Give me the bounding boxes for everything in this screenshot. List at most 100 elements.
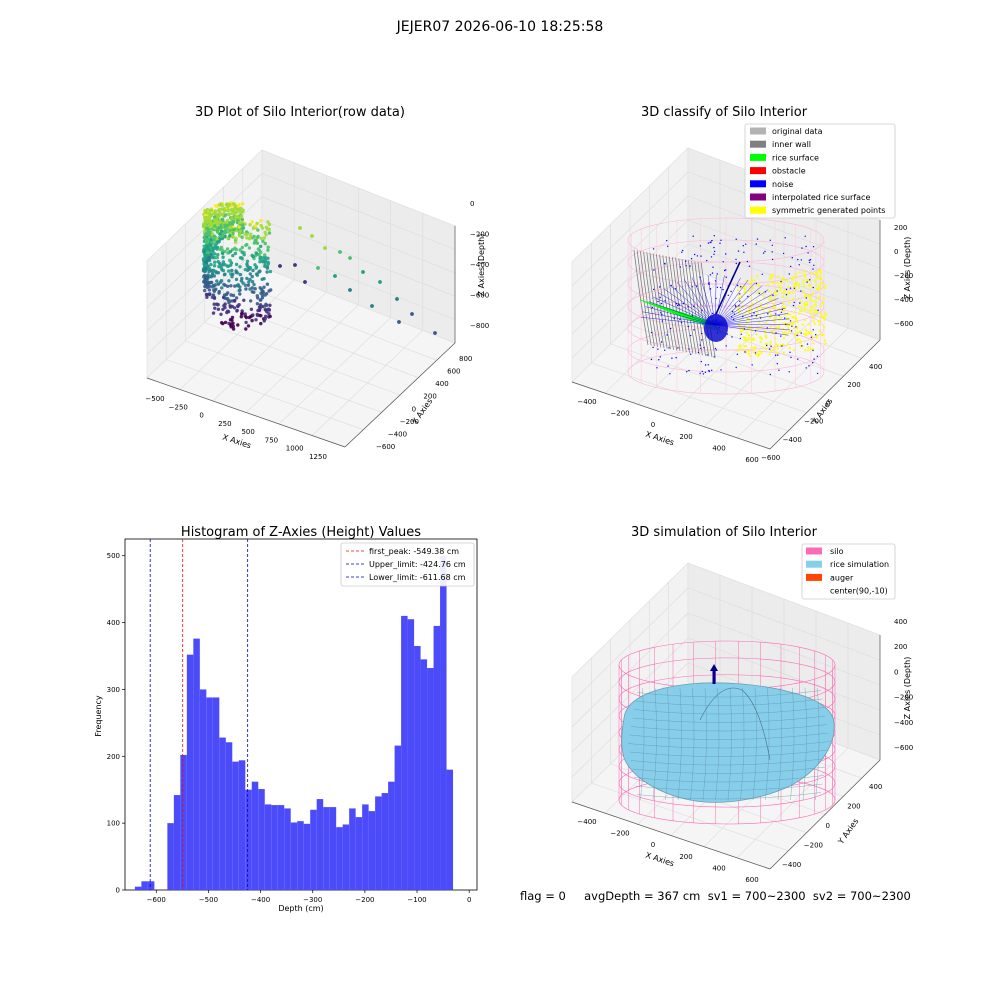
symmetric-point	[783, 290, 786, 293]
raw-point	[268, 269, 273, 274]
raw-point	[221, 321, 225, 326]
raw-point	[278, 264, 282, 268]
raw-point	[232, 202, 236, 206]
classify-legend-label: inner wall	[772, 140, 811, 149]
raw-point	[212, 302, 216, 306]
raw-point	[234, 269, 238, 273]
noise-point	[812, 286, 814, 289]
raw-point	[241, 208, 245, 212]
raw-point	[228, 221, 232, 225]
histogram-bar	[297, 821, 304, 890]
symmetric-point	[792, 297, 795, 301]
raw-point	[208, 225, 212, 229]
noise-point	[685, 265, 687, 267]
symmetric-point	[773, 346, 776, 349]
raw-point	[237, 303, 241, 307]
symmetric-point	[766, 342, 769, 345]
raw-point	[205, 226, 209, 230]
symmetric-point	[813, 322, 816, 325]
noise-point	[661, 313, 663, 316]
raw-point	[230, 207, 234, 212]
noise-point	[669, 327, 672, 330]
raw-point	[266, 248, 270, 252]
raw-point	[212, 295, 217, 300]
symmetric-point	[807, 323, 810, 326]
symmetric-point	[804, 328, 807, 331]
raw-point	[235, 207, 239, 212]
noise-point	[691, 286, 693, 288]
symmetric-point	[818, 278, 822, 281]
raw-point	[254, 318, 258, 322]
raw-point	[233, 240, 238, 244]
raw-point	[213, 306, 217, 310]
symmetric-point	[781, 295, 785, 298]
symmetric-point	[810, 331, 813, 334]
histogram-legend-label: Lower_limit: -611.68 cm	[369, 573, 466, 582]
raw-point	[212, 289, 217, 293]
noise-point	[731, 336, 733, 338]
histogram-bar	[446, 769, 454, 890]
raw-point	[211, 249, 215, 253]
classify-x-axis-label: X Axies	[644, 430, 675, 448]
symmetric-point	[794, 333, 797, 336]
symmetric-point	[820, 304, 823, 307]
symmetric-point	[818, 323, 821, 326]
histogram-y-tick-label: 100	[107, 820, 120, 828]
symmetric-point	[823, 339, 827, 342]
raw-point	[220, 286, 224, 290]
simulation-y-tick-labels: −400 −200 0 200 400	[782, 783, 882, 869]
symmetric-point	[749, 339, 753, 342]
raw-point	[219, 223, 223, 227]
histogram-bar	[258, 789, 265, 890]
classify-legend-label: symmetric generated points	[772, 206, 885, 215]
noise-point	[668, 347, 670, 349]
noise-point	[748, 265, 751, 267]
raw-point	[209, 274, 214, 279]
histogram-bar	[433, 625, 441, 890]
raw-point	[255, 302, 260, 306]
raw-point	[316, 266, 320, 270]
symmetric-point	[738, 344, 741, 347]
noise-point	[682, 302, 684, 305]
symmetric-point	[769, 313, 772, 316]
symmetric-point	[812, 316, 815, 319]
noise-point	[692, 235, 694, 237]
symmetric-point	[813, 312, 816, 315]
noise-point	[801, 247, 803, 249]
noise-point	[800, 290, 802, 292]
raw-x-tick-label: −250	[169, 403, 188, 411]
histogram-y-tick-label: 200	[107, 753, 120, 761]
noise-point	[755, 315, 758, 317]
classify-x-tick-label: −400	[577, 398, 596, 406]
raw-point	[204, 247, 208, 252]
symmetric-point	[807, 284, 810, 287]
histogram-bar	[427, 668, 434, 890]
raw-x-tick-labels: −500 −250 0 250 500 750 1000 1250	[145, 395, 327, 461]
symmetric-point	[806, 349, 810, 352]
noise-point	[713, 356, 715, 358]
histogram-bar	[186, 654, 194, 890]
raw-point	[223, 296, 228, 301]
symmetric-point	[746, 328, 749, 331]
classify-legend: original data inner wall rice surface obsta…	[744, 123, 896, 219]
noise-point	[772, 294, 774, 297]
simulation-legend-swatch	[806, 560, 822, 568]
symmetric-point	[804, 349, 807, 352]
histogram-bar	[284, 808, 291, 890]
raw-point	[239, 315, 243, 319]
raw-point	[212, 215, 217, 219]
symmetric-point	[776, 344, 779, 347]
noise-point	[746, 260, 749, 263]
raw-point	[228, 258, 232, 262]
noise-point	[805, 245, 807, 248]
raw-point	[234, 236, 238, 241]
noise-point	[735, 238, 737, 240]
noise-ray	[648, 301, 716, 326]
noise-point	[667, 365, 669, 367]
histogram-legend-label: first_peak: -549.38 cm	[369, 547, 459, 556]
raw-point	[205, 295, 209, 299]
raw-point	[255, 294, 259, 298]
raw-x-tick-label: −500	[145, 395, 164, 403]
noise-point	[715, 349, 717, 351]
symmetric-point	[795, 284, 798, 287]
